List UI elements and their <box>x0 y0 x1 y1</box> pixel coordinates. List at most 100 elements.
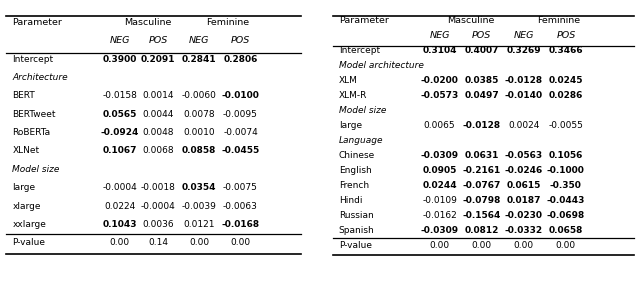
Text: NEG: NEG <box>513 31 534 40</box>
Text: xxlarge: xxlarge <box>12 220 46 229</box>
Text: 0.0905: 0.0905 <box>422 166 457 175</box>
Text: xlarge: xlarge <box>12 202 41 211</box>
Text: -0.0004: -0.0004 <box>102 183 137 192</box>
Text: POS: POS <box>148 36 168 45</box>
Text: -0.0074: -0.0074 <box>223 128 258 137</box>
Text: Architecture: Architecture <box>12 73 68 82</box>
Text: Spanish: Spanish <box>339 226 374 235</box>
Text: -0.0060: -0.0060 <box>182 91 217 100</box>
Text: -0.0309: -0.0309 <box>420 151 459 160</box>
Text: NEG: NEG <box>109 36 130 45</box>
Text: -0.0200: -0.0200 <box>420 76 458 85</box>
Text: -0.0055: -0.0055 <box>548 121 583 130</box>
Text: 0.0497: 0.0497 <box>465 91 499 100</box>
Text: 0.1067: 0.1067 <box>102 146 137 155</box>
Text: Intercept: Intercept <box>339 46 380 55</box>
Text: 0.0078: 0.0078 <box>184 110 215 119</box>
Text: -0.0039: -0.0039 <box>182 202 217 211</box>
Text: 0.2841: 0.2841 <box>182 55 216 63</box>
Text: 0.00: 0.00 <box>556 241 576 250</box>
Text: Parameter: Parameter <box>12 18 62 27</box>
Text: -0.0140: -0.0140 <box>505 91 543 100</box>
Text: 0.0187: 0.0187 <box>506 196 541 205</box>
Text: 0.14: 0.14 <box>148 238 168 247</box>
Text: -0.0455: -0.0455 <box>221 146 260 155</box>
Text: -0.2161: -0.2161 <box>463 166 501 175</box>
Text: Chinese: Chinese <box>339 151 375 160</box>
Text: -0.1000: -0.1000 <box>547 166 585 175</box>
Text: POS: POS <box>556 31 575 40</box>
Text: 0.0121: 0.0121 <box>184 220 215 229</box>
Text: 0.0014: 0.0014 <box>142 91 174 100</box>
Text: large: large <box>339 121 362 130</box>
Text: English: English <box>339 166 372 175</box>
Text: -0.0698: -0.0698 <box>547 211 585 220</box>
Text: 0.1056: 0.1056 <box>548 151 583 160</box>
Text: Model architecture: Model architecture <box>339 61 424 70</box>
Text: -0.0443: -0.0443 <box>547 196 585 205</box>
Text: POS: POS <box>472 31 492 40</box>
Text: 0.0565: 0.0565 <box>102 110 137 119</box>
Text: -0.0230: -0.0230 <box>505 211 543 220</box>
Text: 0.0224: 0.0224 <box>104 202 136 211</box>
Text: BERT: BERT <box>12 91 35 100</box>
Text: Parameter: Parameter <box>339 16 388 25</box>
Text: 0.00: 0.00 <box>189 238 209 247</box>
Text: NEG: NEG <box>429 31 450 40</box>
Text: 0.3104: 0.3104 <box>422 46 457 55</box>
Text: Feminine: Feminine <box>537 16 580 25</box>
Text: RoBERTa: RoBERTa <box>12 128 51 137</box>
Text: -0.0128: -0.0128 <box>463 121 500 130</box>
Text: 0.3466: 0.3466 <box>548 46 583 55</box>
Text: -0.0563: -0.0563 <box>505 151 543 160</box>
Text: -0.0095: -0.0095 <box>223 110 258 119</box>
Text: 0.0615: 0.0615 <box>507 181 541 190</box>
Text: 0.0036: 0.0036 <box>142 220 174 229</box>
Text: 0.0044: 0.0044 <box>142 110 173 119</box>
Text: 0.2091: 0.2091 <box>141 55 175 63</box>
Text: 0.0385: 0.0385 <box>465 76 499 85</box>
Text: -0.0767: -0.0767 <box>463 181 501 190</box>
Text: XLNet: XLNet <box>12 146 40 155</box>
Text: 0.0631: 0.0631 <box>465 151 499 160</box>
Text: -0.0018: -0.0018 <box>141 183 175 192</box>
Text: Masculine: Masculine <box>124 18 172 27</box>
Text: 0.00: 0.00 <box>429 241 450 250</box>
Text: P-value: P-value <box>12 238 45 247</box>
Text: -0.0309: -0.0309 <box>420 226 459 235</box>
Text: BERTweet: BERTweet <box>12 110 56 119</box>
Text: 0.2806: 0.2806 <box>223 55 258 63</box>
Text: -0.0798: -0.0798 <box>463 196 501 205</box>
Text: 0.0010: 0.0010 <box>184 128 215 137</box>
Text: 0.00: 0.00 <box>109 238 130 247</box>
Text: XLM-R: XLM-R <box>339 91 367 100</box>
Text: 0.0286: 0.0286 <box>548 91 583 100</box>
Text: 0.0244: 0.0244 <box>422 181 457 190</box>
Text: -0.1564: -0.1564 <box>463 211 501 220</box>
Text: Model size: Model size <box>12 165 60 174</box>
Text: Language: Language <box>339 136 383 145</box>
Text: -0.350: -0.350 <box>550 181 582 190</box>
Text: French: French <box>339 181 369 190</box>
Text: -0.0075: -0.0075 <box>223 183 258 192</box>
Text: large: large <box>12 183 35 192</box>
Text: -0.0246: -0.0246 <box>505 166 543 175</box>
Text: -0.0162: -0.0162 <box>422 211 457 220</box>
Text: Russian: Russian <box>339 211 374 220</box>
Text: 0.00: 0.00 <box>514 241 534 250</box>
Text: -0.0158: -0.0158 <box>102 91 137 100</box>
Text: -0.0128: -0.0128 <box>505 76 543 85</box>
Text: 0.0024: 0.0024 <box>508 121 540 130</box>
Text: P-value: P-value <box>339 241 372 250</box>
Text: 0.0048: 0.0048 <box>142 128 174 137</box>
Text: 0.0812: 0.0812 <box>465 226 499 235</box>
Text: 0.0658: 0.0658 <box>548 226 583 235</box>
Text: -0.0100: -0.0100 <box>221 91 259 100</box>
Text: -0.0168: -0.0168 <box>221 220 259 229</box>
Text: -0.0004: -0.0004 <box>141 202 175 211</box>
Text: 0.0068: 0.0068 <box>142 146 174 155</box>
Text: Intercept: Intercept <box>12 55 53 63</box>
Text: Hindi: Hindi <box>339 196 362 205</box>
Text: POS: POS <box>231 36 250 45</box>
Text: 0.0245: 0.0245 <box>548 76 583 85</box>
